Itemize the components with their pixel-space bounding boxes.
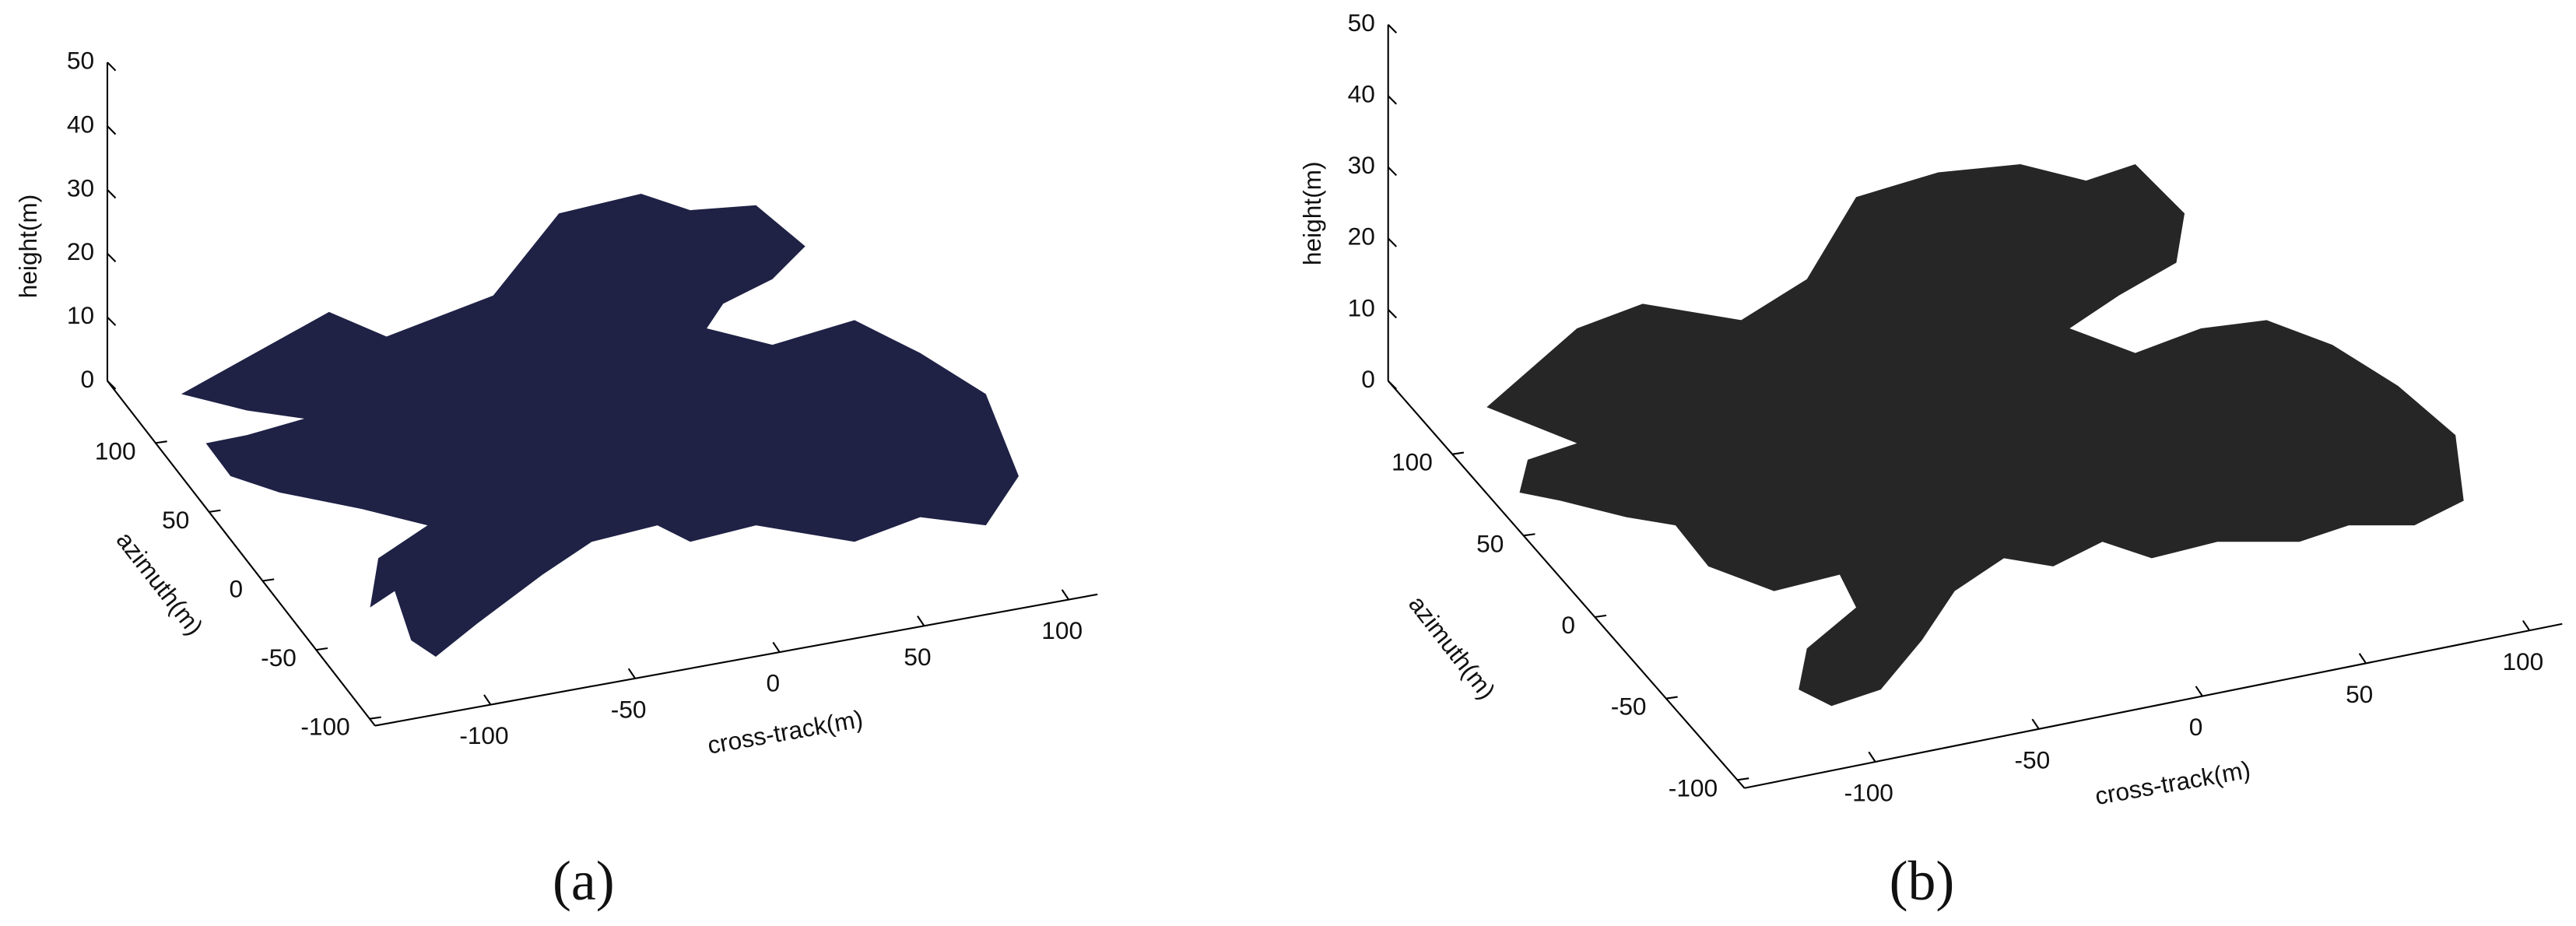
z-tick-label: 10 xyxy=(67,301,94,329)
x-axis xyxy=(1744,623,2563,789)
x-tick xyxy=(917,616,925,626)
z-tick-label: 40 xyxy=(1348,80,1375,108)
y-tick xyxy=(1451,451,1465,455)
z-tick-label: 10 xyxy=(1348,293,1375,321)
y-tick xyxy=(209,509,221,513)
y-axis xyxy=(107,380,376,727)
y-tick xyxy=(1523,533,1535,537)
z-tick-label: 30 xyxy=(67,174,94,202)
x-tick-label: 50 xyxy=(904,643,931,671)
x-tick-label: 100 xyxy=(2502,647,2543,675)
z-axis-label: height(m) xyxy=(1298,162,1326,266)
point-cloud xyxy=(1486,163,2464,707)
x-tick-label: 0 xyxy=(2189,713,2203,741)
y-axis-label: azimuth(m) xyxy=(111,526,209,640)
z-tick-label: 0 xyxy=(1361,365,1375,393)
z-tick-label: 50 xyxy=(1348,9,1375,37)
y-tick xyxy=(262,578,275,582)
z-tick-label: 40 xyxy=(67,110,94,138)
y-tick-label: -50 xyxy=(261,644,297,672)
y-tick-label: 50 xyxy=(1476,529,1504,557)
y-tick-label: -100 xyxy=(300,713,349,741)
y-axis xyxy=(1387,380,1746,789)
x-tick xyxy=(627,668,636,679)
z-tick-label: 20 xyxy=(67,237,94,265)
y-tick-label: -50 xyxy=(1611,693,1647,721)
z-tick xyxy=(107,61,117,72)
y-tick-label: -100 xyxy=(1669,773,1718,801)
x-tick-label: -50 xyxy=(611,695,647,723)
x-axis-label: cross-track(m) xyxy=(2093,756,2252,811)
y-tick-label: 100 xyxy=(1392,448,1433,476)
x-tick xyxy=(1061,589,1069,601)
x-tick xyxy=(2195,686,2203,697)
z-tick-label: 20 xyxy=(1348,223,1375,251)
y-tick-label: 100 xyxy=(95,437,136,465)
y-tick xyxy=(369,716,381,720)
panel-label: (a) xyxy=(553,850,615,912)
z-tick xyxy=(107,125,117,135)
x-tick xyxy=(1868,751,1876,763)
x-tick xyxy=(2522,619,2531,631)
z-tick xyxy=(107,253,117,263)
z-tick xyxy=(1387,380,1398,390)
x-tick-label: -100 xyxy=(459,721,508,749)
x-tick-label: 100 xyxy=(1041,616,1083,644)
x-tick-label: -100 xyxy=(1844,779,1893,807)
x-tick-label: -50 xyxy=(2015,745,2051,773)
x-tick xyxy=(2031,718,2040,730)
x-tick xyxy=(2358,653,2367,664)
y-tick-label: 50 xyxy=(162,506,189,534)
z-tick xyxy=(1387,23,1398,33)
z-tick xyxy=(1387,167,1398,177)
z-tick xyxy=(107,189,117,199)
z-tick xyxy=(107,380,117,390)
z-tick xyxy=(1387,95,1398,105)
x-tick-label: 50 xyxy=(2346,680,2373,708)
z-tick xyxy=(1387,309,1398,319)
z-tick-label: 30 xyxy=(1348,151,1375,179)
z-axis-label: height(m) xyxy=(14,195,42,299)
y-tick-label: 0 xyxy=(1561,611,1575,639)
y-axis-label: azimuth(m) xyxy=(1403,590,1501,704)
z-tick xyxy=(107,316,117,326)
z-tick-label: 50 xyxy=(67,47,94,75)
point-cloud-shape xyxy=(181,193,1019,657)
z-tick xyxy=(1387,237,1398,247)
x-tick xyxy=(772,641,781,653)
x-axis xyxy=(374,593,1098,727)
y-tick xyxy=(1595,614,1607,619)
z-tick-label: 0 xyxy=(80,365,94,393)
point-cloud-shape xyxy=(1486,163,2464,707)
y-tick xyxy=(1665,696,1678,700)
point-cloud xyxy=(181,193,1019,657)
x-tick xyxy=(483,694,492,706)
x-tick-label: 0 xyxy=(767,669,781,697)
y-tick xyxy=(155,440,167,444)
y-tick-label: 0 xyxy=(230,575,244,603)
x-axis-label: cross-track(m) xyxy=(705,704,865,759)
y-tick xyxy=(316,647,328,651)
y-tick xyxy=(1737,777,1750,781)
panel-label: (b) xyxy=(1890,850,1955,912)
